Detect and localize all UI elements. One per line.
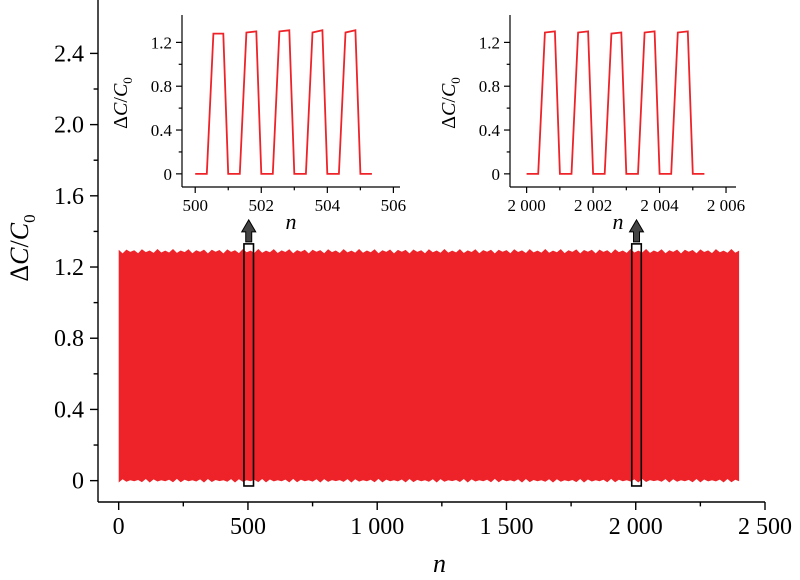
y-tick-label: 0.8 [479,77,500,96]
y-tick-label: 2.4 [54,41,84,67]
inset-y-axis-title: ΔC/C0 [110,77,135,129]
x-tick-label: 0 [113,514,125,540]
x-tick-label: 2 500 [738,514,792,540]
y-tick-label: 0.4 [151,121,173,140]
x-tick-label: 2 006 [707,196,745,215]
x-tick-label: 504 [315,196,341,215]
y-tick-label: 1.2 [479,33,500,52]
zoom-arrows [240,218,645,243]
x-tick-label: 1 000 [350,514,404,540]
y-tick-label: 0 [492,165,501,184]
y-tick-label: 1.2 [151,33,172,52]
zoom-arrow-2 [628,218,645,243]
y-tick-label: 1.2 [54,255,84,281]
inset-series-line [195,29,372,175]
x-tick-label: 500 [230,514,266,540]
inset-x-axis-title: n [613,209,624,234]
y-tick-label: 0.4 [54,397,84,423]
inset-chart-right: 2 000 2 002 2 004 2 006 0 0.4 0.8 1.2 n ΔC/C0 [438,15,745,234]
x-axis-title: n [433,549,446,578]
y-tick-label: 0.8 [54,326,84,352]
y-tick-label: 0.4 [479,121,501,140]
y-tick-label: 1.6 [54,184,84,210]
x-tick-label: 1 500 [479,514,533,540]
y-tick-label: 2.0 [54,113,84,139]
x-tick-label: 2 000 [609,514,663,540]
inset-y-axis-title: ΔC/C0 [438,77,463,129]
highlight-window-2 [630,243,643,487]
x-tick-label: 2 004 [640,196,679,215]
zoom-arrow-1 [240,218,257,243]
x-tick-label: 500 [182,196,208,215]
main-chart: 0 500 1 000 1 500 2 000 2 500 0 0.4 0.8 1.2 1.6 2.0… [5,0,792,578]
inset-series-line [526,30,705,175]
y-tick-label: 0 [72,469,84,495]
y-tick-label: 0.8 [151,77,172,96]
x-tick-label: 2 002 [574,196,612,215]
highlight-window-1 [243,243,255,487]
y-tick-label: 0 [164,165,173,184]
x-tick-label: 2 000 [507,196,545,215]
inset-chart-left: 500 502 504 506 0 0.4 0.8 1.2 n ΔC/C0 [110,15,406,234]
x-tick-label: 506 [381,196,407,215]
y-axis-title: ΔC/C0 [5,214,39,281]
signal-band [118,249,740,483]
inset-x-axis-title: n [286,209,297,234]
x-tick-label: 502 [249,196,275,215]
